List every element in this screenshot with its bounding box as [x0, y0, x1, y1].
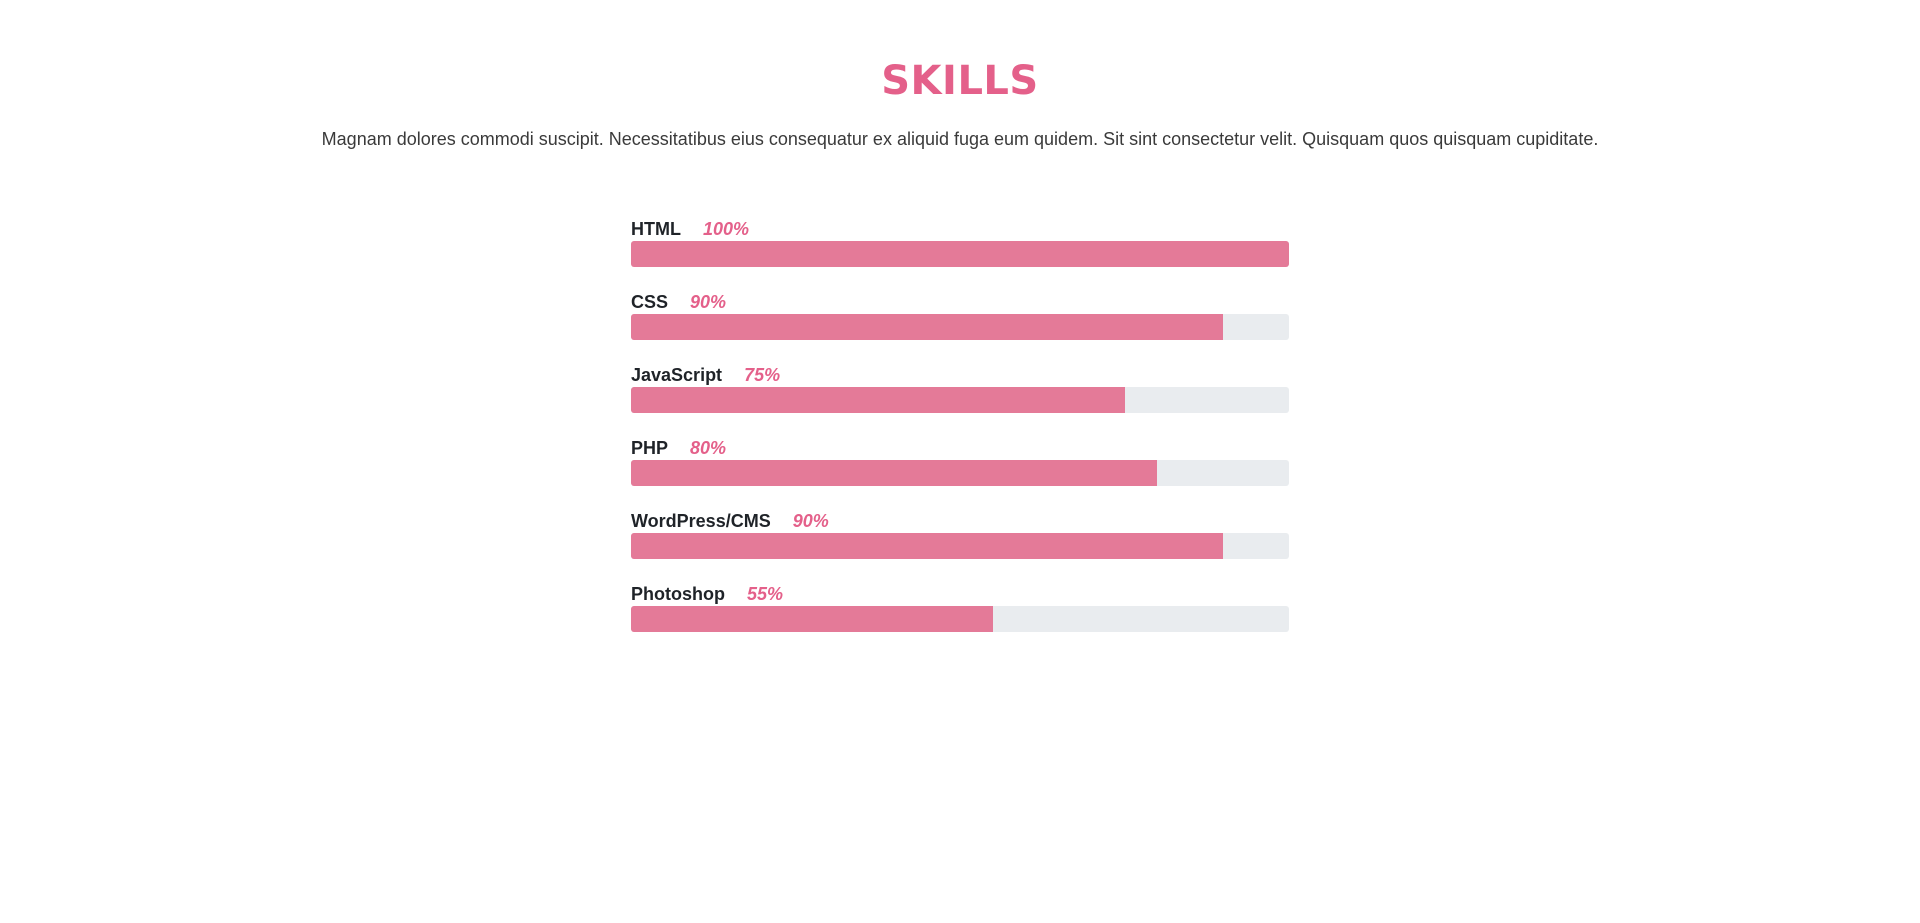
skill-item: Photoshop 55% — [631, 583, 1289, 656]
skill-percent: 100% — [702, 219, 750, 239]
skill-item: PHP 80% — [631, 437, 1289, 510]
skill-header: JavaScript 75% — [631, 364, 1289, 387]
progress-track — [631, 606, 1289, 632]
skill-item: HTML 100% — [631, 218, 1289, 291]
progress-bar — [631, 533, 1224, 559]
section-title: SKILLS — [881, 58, 1039, 104]
skill-item: CSS 90% — [631, 291, 1289, 364]
progress-track — [631, 460, 1289, 486]
progress-bar — [631, 606, 993, 632]
skill-item: JavaScript 75% — [631, 364, 1289, 437]
progress-track — [631, 241, 1289, 267]
skill-name: JavaScript — [631, 365, 723, 385]
skill-header: WordPress/CMS 90% — [631, 510, 1289, 533]
skill-percent: 55% — [746, 584, 784, 604]
skill-header: PHP 80% — [631, 437, 1289, 460]
progress-bar — [631, 387, 1125, 413]
progress-bar — [631, 460, 1158, 486]
skill-name: CSS — [631, 292, 669, 312]
progress-track — [631, 314, 1289, 340]
skill-header: CSS 90% — [631, 291, 1289, 314]
skill-name: Photoshop — [631, 584, 725, 604]
skill-name: WordPress/CMS — [631, 511, 771, 531]
skill-header: HTML 100% — [631, 218, 1289, 241]
progress-track — [631, 533, 1289, 559]
skill-percent: 90% — [792, 511, 829, 531]
skill-item: WordPress/CMS 90% — [631, 510, 1289, 583]
progress-track — [631, 387, 1289, 413]
skill-header: Photoshop 55% — [631, 583, 1289, 606]
progress-bar — [631, 314, 1224, 340]
progress-bar — [631, 241, 1289, 267]
skill-name: PHP — [631, 438, 669, 458]
skill-percent: 90% — [690, 292, 727, 312]
skill-name: HTML — [631, 219, 681, 239]
skill-percent: 75% — [744, 365, 781, 385]
skill-percent: 80% — [690, 438, 727, 458]
skills-list: HTML 100% CSS 90% JavaScript 75% PHP 80% WordPre… — [631, 218, 1289, 656]
section-text: Magnam dolores commodi suscipit. Necessi… — [321, 129, 1599, 149]
